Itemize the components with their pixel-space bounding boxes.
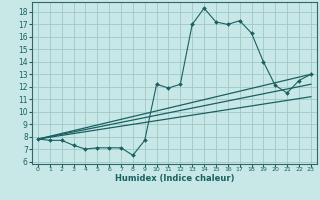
X-axis label: Humidex (Indice chaleur): Humidex (Indice chaleur) — [115, 174, 234, 183]
